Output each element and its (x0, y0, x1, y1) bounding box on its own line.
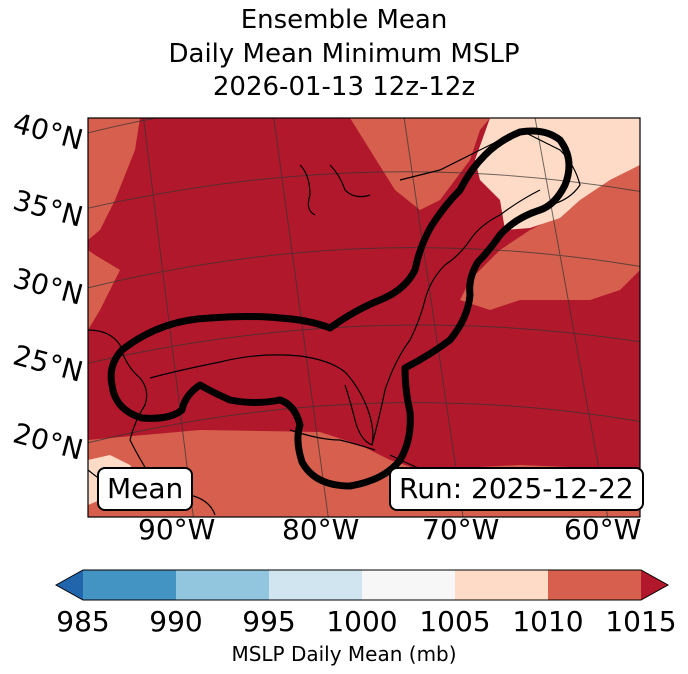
field-mid-red-east (460, 165, 640, 310)
colorbar (54, 569, 670, 601)
colorbar-bin-995-1000 (269, 570, 362, 600)
colorbar-tick-1015: 1015 (605, 605, 677, 638)
colorbar-tick-1000: 1000 (326, 605, 398, 638)
title-line-1: Ensemble Mean (240, 5, 448, 35)
colorbar-extend-high (641, 570, 668, 600)
colorbar-bin-1000-1005 (362, 570, 455, 600)
map-frame (87, 117, 641, 518)
colorbar-tick-985: 985 (56, 605, 110, 638)
lon-label-90w: 90°W (138, 513, 216, 546)
field-peach-northeast (475, 118, 640, 230)
colorbar-bin-1005-1010 (455, 570, 548, 600)
lon-label-70w: 70°W (422, 513, 500, 546)
colorbar-tick-1005: 1005 (419, 605, 491, 638)
colorbar-tick-995: 995 (242, 605, 296, 638)
colorbar-extend-low (56, 570, 83, 600)
lon-label-60w: 60°W (564, 513, 642, 546)
field-mid-red-northeast (350, 118, 490, 210)
colorbar-tick-1010: 1010 (512, 605, 584, 638)
title-line-3: 2026-01-13 12z-12z (212, 72, 476, 102)
graticule (88, 118, 640, 517)
pressure-field (88, 118, 640, 517)
lon-label-80w: 80°W (282, 513, 360, 546)
colorbar-outline (54, 569, 670, 601)
pressure-contour (107, 127, 573, 490)
colorbar-bin-985-990 (83, 570, 176, 600)
colorbar-label: MSLP Daily Mean (mb) (231, 642, 457, 666)
title-line-2: Daily Mean Minimum MSLP (168, 39, 520, 69)
colorbar-bin-990-995 (176, 570, 269, 600)
field-mid-red-west (88, 250, 120, 330)
mean-label-box: Mean (97, 467, 194, 511)
colorbar-tick-990: 990 (149, 605, 203, 638)
colorbar-bin-1010-1015 (548, 570, 641, 600)
run-date-label-box: Run: 2025-12-22 (389, 467, 644, 511)
field-mid-red-northwest (88, 118, 140, 240)
